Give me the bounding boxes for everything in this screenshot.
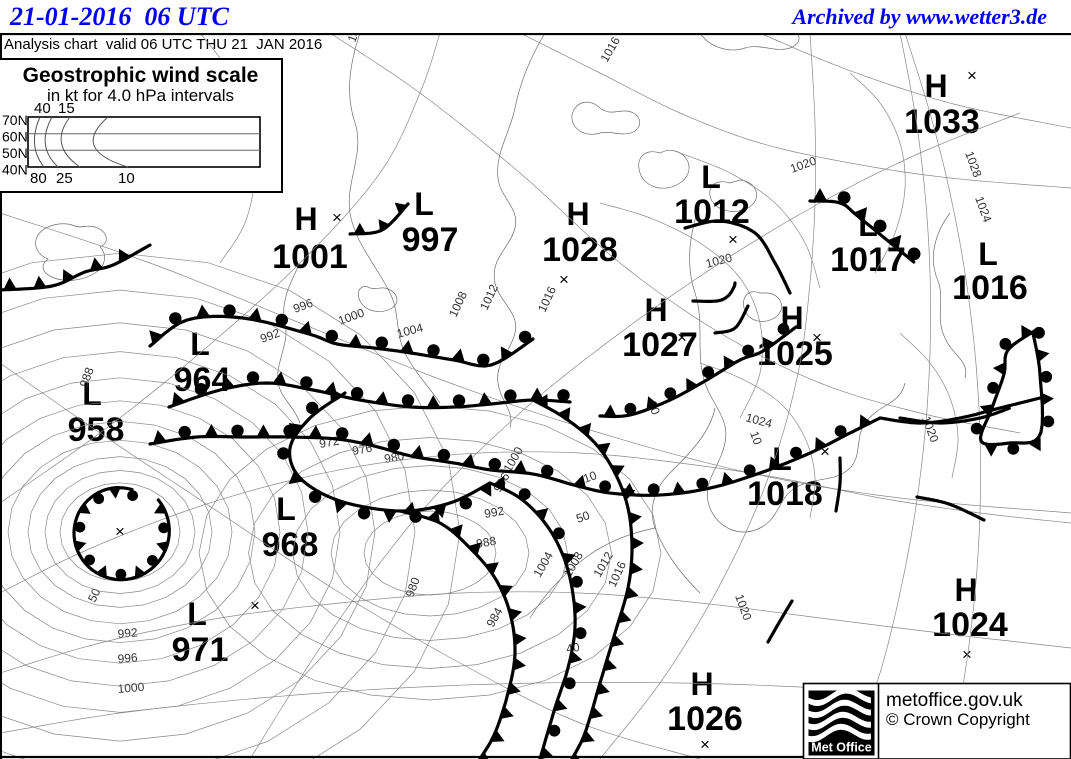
svg-text:1024: 1024 xyxy=(972,194,994,224)
svg-text:50N: 50N xyxy=(2,145,28,161)
svg-text:992: 992 xyxy=(117,625,138,641)
svg-text:40N: 40N xyxy=(2,162,28,178)
svg-text:992: 992 xyxy=(258,326,282,346)
svg-text:1004: 1004 xyxy=(395,320,425,341)
svg-text:1000: 1000 xyxy=(336,305,366,327)
svg-text:L: L xyxy=(414,186,434,222)
svg-text:996: 996 xyxy=(117,650,138,666)
svg-text:×: × xyxy=(332,208,342,227)
svg-text:H: H xyxy=(644,292,667,328)
svg-text:1033: 1033 xyxy=(904,103,980,141)
svg-text:80: 80 xyxy=(30,170,47,187)
svg-text:1028: 1028 xyxy=(962,149,984,179)
svg-text:997: 997 xyxy=(402,221,459,259)
svg-text:1012: 1012 xyxy=(477,282,501,312)
svg-text:1026: 1026 xyxy=(667,700,743,738)
svg-text:L: L xyxy=(772,441,792,477)
svg-text:1008: 1008 xyxy=(446,289,470,319)
svg-text:1020: 1020 xyxy=(704,250,734,271)
svg-text:1018: 1018 xyxy=(747,475,823,513)
svg-text:968: 968 xyxy=(262,526,319,564)
svg-text:1004: 1004 xyxy=(530,549,556,579)
svg-text:60N: 60N xyxy=(2,129,28,145)
svg-text:×: × xyxy=(115,522,125,541)
svg-text:L: L xyxy=(276,491,296,527)
svg-text:L: L xyxy=(978,236,998,272)
svg-text:H: H xyxy=(924,68,947,104)
svg-text:40: 40 xyxy=(34,100,51,117)
svg-text:984: 984 xyxy=(483,605,505,630)
svg-text:971: 971 xyxy=(172,631,229,669)
svg-text:1016: 1016 xyxy=(535,284,559,314)
svg-text:1000: 1000 xyxy=(117,680,145,696)
svg-text:1020: 1020 xyxy=(919,414,941,444)
svg-text:1016: 1016 xyxy=(952,269,1028,307)
svg-text:1024: 1024 xyxy=(744,410,774,431)
svg-text:1001: 1001 xyxy=(272,238,348,276)
svg-text:70N: 70N xyxy=(2,112,28,128)
svg-text:10: 10 xyxy=(118,170,135,187)
svg-text:992: 992 xyxy=(483,504,505,521)
svg-text:1020: 1020 xyxy=(788,153,818,175)
svg-text:1016: 1016 xyxy=(597,34,623,64)
svg-text:25: 25 xyxy=(56,170,73,187)
svg-text:×: × xyxy=(700,735,710,754)
svg-text:© Crown Copyright: © Crown Copyright xyxy=(886,710,1030,729)
svg-text:50: 50 xyxy=(574,508,592,526)
svg-text:H: H xyxy=(294,201,317,237)
svg-text:Met Office: Met Office xyxy=(811,741,871,755)
svg-text:50: 50 xyxy=(85,586,103,604)
svg-text:×: × xyxy=(728,230,738,249)
svg-text:×: × xyxy=(559,270,569,289)
svg-text:L: L xyxy=(190,326,210,362)
svg-text:H: H xyxy=(566,196,589,232)
svg-text:×: × xyxy=(967,66,977,85)
svg-text:15: 15 xyxy=(58,100,75,117)
svg-text:1028: 1028 xyxy=(542,231,618,269)
svg-text:×: × xyxy=(812,328,822,347)
svg-text:×: × xyxy=(677,328,687,347)
svg-text:10: 10 xyxy=(747,429,765,447)
svg-text:metoffice.gov.uk: metoffice.gov.uk xyxy=(886,690,1023,711)
